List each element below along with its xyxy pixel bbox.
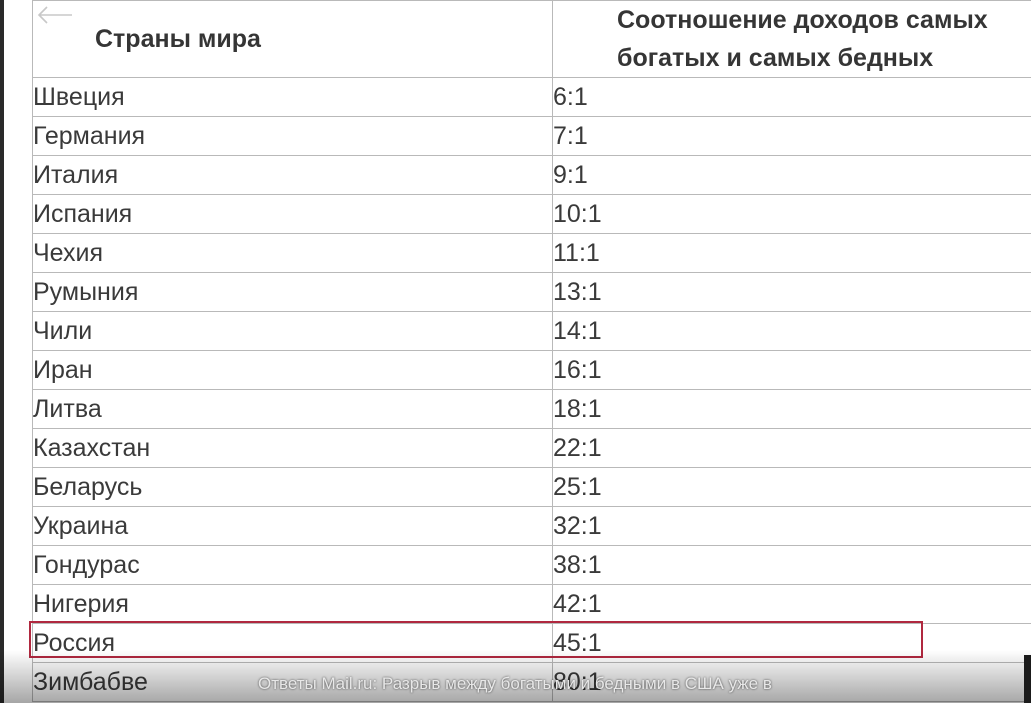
country-cell: Литва [32,389,553,429]
country-cell: Россия [32,623,553,663]
ratio-cell: 22:1 [552,428,1031,468]
country-cell: Гондурас [32,545,553,585]
table-row: Беларусь 25:1 [32,467,1031,507]
country-cell: Швеция [32,77,553,117]
country-cell: Нигерия [32,584,553,624]
table-row: Чили 14:1 [32,311,1031,351]
table-row: Нигерия 42:1 [32,584,1031,624]
table-row: Казахстан 22:1 [32,428,1031,468]
table-row: Швеция 6:1 [32,77,1031,117]
ratio-cell: 11:1 [552,233,1031,273]
table-row: Германия 7:1 [32,116,1031,156]
table-row: Италия 9:1 [32,155,1031,195]
country-cell: Чехия [32,233,553,273]
ratio-cell: 6:1 [552,77,1031,117]
corner-control [1024,655,1031,703]
ratio-cell: 80:1 [552,662,1031,702]
ratio-cell: 7:1 [552,116,1031,156]
country-cell: Украина [32,506,553,546]
table-row: Гондурас 38:1 [32,545,1031,585]
country-cell: Беларусь [32,467,553,507]
table-row: Иран 16:1 [32,350,1031,390]
country-cell: Германия [32,116,553,156]
ratio-cell: 16:1 [552,350,1031,390]
table-row: Россия 45:1 [32,623,1031,663]
table-row: Литва 18:1 [32,389,1031,429]
ratio-cell: 45:1 [552,623,1031,663]
country-cell: Казахстан [32,428,553,468]
country-cell: Иран [32,350,553,390]
country-cell: Зимбабве [32,662,553,702]
table-body: Швеция 6:1 Германия 7:1 Италия 9:1 Испания 10:1… [32,77,1031,702]
country-cell: Испания [32,194,553,234]
ratio-cell: 32:1 [552,506,1031,546]
ratio-cell: 18:1 [552,389,1031,429]
ratio-cell: 42:1 [552,584,1031,624]
video-caption: Ответы Mail.ru: Разрыв между богатыми и … [258,674,772,693]
ratio-cell: 25:1 [552,467,1031,507]
header-country: Страны мира [32,0,553,78]
header-ratio: Соотношение доходов самых богатых и самы… [552,0,1031,78]
left-edge-bar [0,0,4,703]
table-row: Украина 32:1 [32,506,1031,546]
ratio-cell: 14:1 [552,311,1031,351]
table-row: Испания 10:1 [32,194,1031,234]
table-row: Зимбабве 80:1 [32,662,1031,702]
ratio-cell: 38:1 [552,545,1031,585]
ratio-cell: 10:1 [552,194,1031,234]
ratio-cell: 9:1 [552,155,1031,195]
back-arrow-icon[interactable] [36,6,74,24]
table-row: Чехия 11:1 [32,233,1031,273]
table-row: Румыния 13:1 [32,272,1031,312]
income-ratio-table: Страны мира Соотношение доходов самых бо… [32,0,1031,702]
ratio-cell: 13:1 [552,272,1031,312]
country-cell: Румыния [32,272,553,312]
country-cell: Италия [32,155,553,195]
table-header-row: Страны мира Соотношение доходов самых бо… [32,0,1031,78]
country-cell: Чили [32,311,553,351]
